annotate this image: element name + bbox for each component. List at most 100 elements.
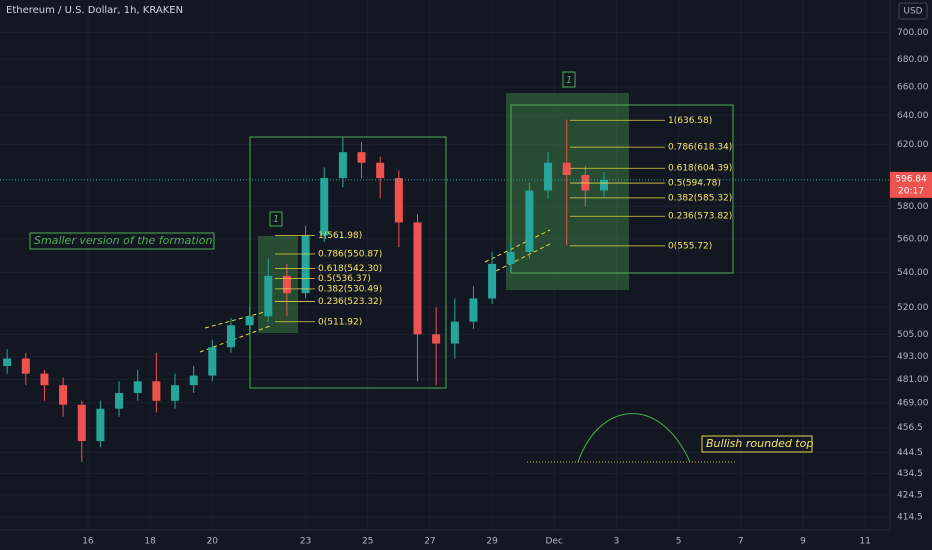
fib-level-label: 0.5(594.78): [668, 179, 721, 189]
currency: USD: [903, 7, 922, 17]
y-tick-label: 660.00: [897, 82, 929, 92]
fib-level-label: 0.618(604.39): [668, 164, 732, 174]
fib-tools: 1(561.98)0.786(550.87)0.618(542.30)0.5(5…: [275, 116, 732, 327]
fib-level-label: 0(555.72): [668, 241, 712, 251]
trend-line: [484, 229, 551, 263]
candle-body: [525, 190, 534, 253]
y-tick-label: 424.5: [897, 490, 923, 500]
x-tick-label: 16: [82, 537, 94, 547]
y-tick-label: 640.00: [897, 111, 929, 121]
y-tick-label: 481.00: [897, 375, 929, 385]
fib-level-label: 1(561.98): [318, 231, 362, 241]
trend-line: [199, 325, 271, 353]
candle-body: [432, 334, 441, 344]
candle-body: [171, 385, 180, 401]
x-tick-label: 18: [144, 537, 156, 547]
note-box: [562, 71, 576, 88]
candle-body: [115, 392, 124, 409]
y-tick-label: 540.00: [897, 268, 929, 278]
candle-body: [600, 179, 609, 191]
y-tick-label: 680.00: [897, 55, 929, 65]
candle-body: [562, 162, 571, 175]
x-tick-label: 9: [800, 537, 806, 547]
candle-body: [544, 162, 553, 191]
candle-body: [133, 381, 142, 393]
x-tick-label: 23: [300, 537, 311, 547]
candle-body: [376, 162, 385, 179]
candle-body: [450, 321, 459, 344]
rounded-top-arc: [577, 413, 691, 463]
candle-body: [357, 152, 366, 163]
candle-body: [469, 298, 478, 322]
candle-body: [77, 404, 86, 441]
candle-body: [394, 178, 403, 223]
fib-level-label: 0.618(542.30): [318, 264, 382, 274]
fib-level-label: 0.786(618.34): [668, 143, 732, 153]
x-tick-label: 20: [207, 537, 219, 547]
fib-level-label: 1(636.58): [668, 116, 712, 126]
y-tick-label: 560.00: [897, 234, 929, 244]
y-tick-label: 469.00: [897, 398, 929, 408]
y-tick-label: 414.5: [897, 512, 923, 522]
candle-body: [152, 381, 161, 401]
y-tick-label: 456.5: [897, 423, 923, 433]
x-tick-label: 11: [859, 537, 870, 547]
y-tick-label: 520.00: [897, 303, 929, 313]
fib-level-label: 0.786(550.87): [318, 249, 382, 259]
candle-body: [301, 235, 310, 294]
candle-body: [282, 275, 291, 294]
fib-level-label: 0(511.92): [318, 317, 362, 327]
candle-body: [506, 252, 515, 264]
annotation: 1: [273, 214, 279, 225]
last-price-tag: [890, 171, 932, 198]
annotation: Smaller version of the formation: [34, 234, 212, 247]
y-tick-label: 434.5: [897, 469, 923, 479]
y-tick-label: 580.00: [897, 202, 929, 212]
currency-button[interactable]: [898, 2, 928, 20]
zone-box: [258, 236, 298, 333]
fib-level-label: 0.382(530.49): [318, 284, 382, 294]
y-tick-label: 444.5: [897, 448, 923, 458]
candle-body: [245, 316, 254, 326]
candle-body: [338, 152, 347, 179]
candle-body: [21, 358, 30, 374]
candle-body: [208, 347, 217, 376]
x-tick-label: 25: [362, 537, 373, 547]
note-box: [701, 435, 813, 453]
y-tick-label: 700.00: [897, 28, 929, 38]
candle-body: [320, 178, 329, 236]
candle-body: [40, 373, 49, 386]
x-tick-label: 3: [614, 537, 620, 547]
price-axis: [890, 0, 932, 550]
fib-level-label: 0.236(523.32): [318, 297, 382, 307]
x-tick-label: 5: [676, 537, 682, 547]
candle-body: [96, 408, 105, 441]
note-box: [269, 211, 283, 227]
candle-body: [413, 222, 422, 335]
chart-title: Ethereum / U.S. Dollar, 1h, KRAKEN: [6, 5, 183, 16]
fib-level-label: 0.236(573.82): [668, 212, 732, 222]
outline-box: [510, 104, 734, 274]
last-price-label: 596.84: [895, 174, 927, 184]
candle-body: [59, 385, 68, 405]
countdown: 20:17: [898, 186, 924, 196]
candle-body: [488, 263, 497, 299]
y-tick-label: 493.00: [897, 352, 929, 362]
trend-line: [204, 309, 273, 329]
fib-level-label: 0.382(585.32): [668, 193, 732, 203]
candle-body: [189, 375, 198, 386]
x-tick-label: 7: [738, 537, 744, 547]
candle-body: [3, 358, 12, 367]
annotation: 1: [566, 75, 572, 86]
x-tick-label: Dec: [546, 537, 563, 547]
note-box: [29, 232, 215, 250]
x-tick-label: 27: [424, 537, 435, 547]
y-tick-label: 620.00: [897, 140, 929, 150]
y-tick-label: 505.00: [897, 330, 929, 340]
x-tick-label: 29: [486, 537, 498, 547]
outline-box: [249, 136, 447, 389]
annotation: Bullish rounded top: [706, 437, 813, 450]
fib-level-label: 0.5(536.37): [318, 274, 371, 284]
